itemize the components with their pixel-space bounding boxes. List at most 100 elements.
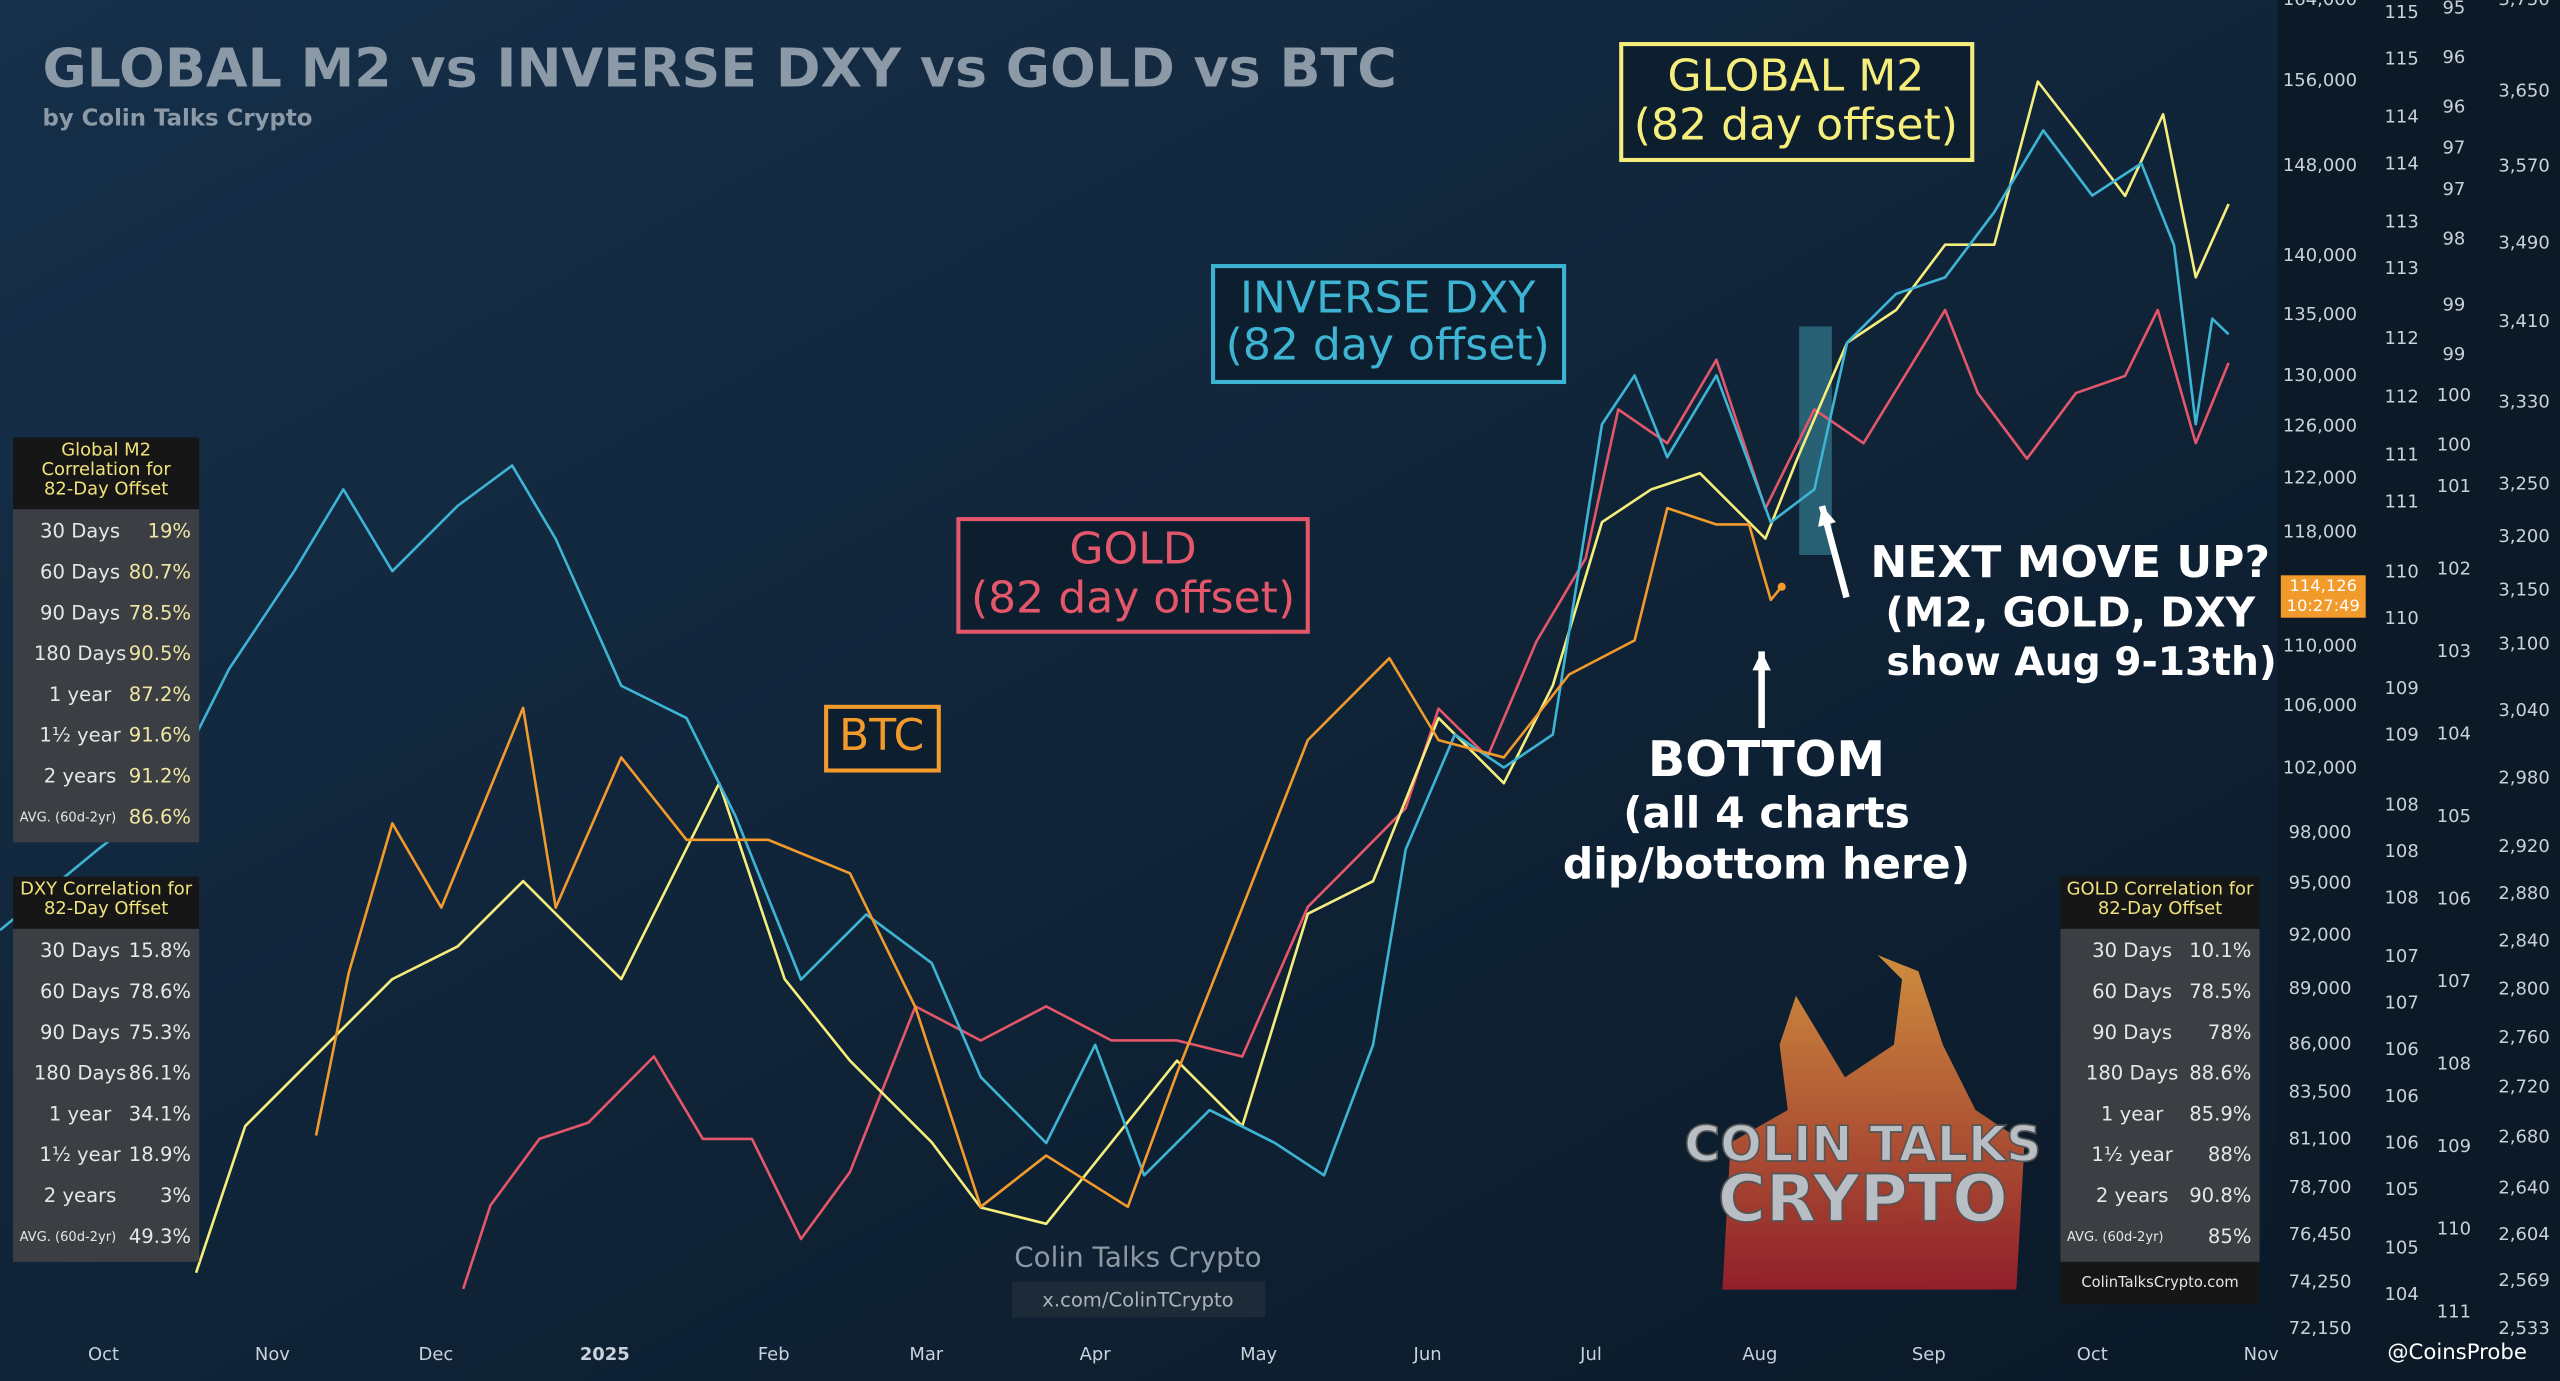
table-row-label: 60 Days <box>40 980 120 1003</box>
table-row-label: AVG. (60d-2yr) <box>2067 1230 2164 1245</box>
y-tick-label: 92,000 <box>2289 924 2352 945</box>
y-tick-label: 2,760 <box>2498 1027 2549 1048</box>
series-note: (82 day offset) <box>971 573 1295 624</box>
table-footer-bg <box>2060 1261 2260 1305</box>
y-tick-label: 122,000 <box>2283 468 2357 489</box>
table-title: 82-Day Offset <box>2098 898 2222 919</box>
y-tick-label: 106 <box>2385 1132 2419 1153</box>
logo-text: CRYPTO <box>1718 1161 2008 1237</box>
y-tick-label: 107 <box>2385 993 2419 1014</box>
x-tick-label: Oct <box>88 1344 119 1365</box>
x-tick-label: Jul <box>1579 1344 1602 1365</box>
x-tick-label: Dec <box>419 1344 454 1365</box>
y-tick-label: 113 <box>2385 212 2419 233</box>
source-credit: @CoinsProbe <box>2387 1340 2527 1365</box>
y-tick-label: 108 <box>2385 888 2419 909</box>
x-tick-label: Mar <box>909 1344 943 1365</box>
table-row-value: 78% <box>2208 1021 2252 1044</box>
y-tick-label: 110 <box>2385 561 2419 582</box>
table-row-label: 1 year <box>2101 1102 2164 1125</box>
y-tick-label: 105 <box>2385 1237 2419 1258</box>
y-tick-label: 2,640 <box>2498 1178 2549 1199</box>
table-row-value: 78.5% <box>129 601 191 624</box>
y-tick-label: 74,250 <box>2289 1271 2352 1292</box>
watermark: Colin Talks Crypto <box>1014 1241 1261 1274</box>
table-body <box>13 509 200 843</box>
y-tick-label: 81,100 <box>2289 1129 2352 1150</box>
y-tick-label: 95,000 <box>2289 873 2352 894</box>
y-tick-label: 83,500 <box>2289 1081 2352 1102</box>
table-row-label: 90 Days <box>40 601 120 624</box>
y-tick-label: 89,000 <box>2289 978 2352 999</box>
y-tick-label: 3,330 <box>2498 391 2549 412</box>
y-tick-label: 106 <box>2385 1039 2419 1060</box>
y-tick-label: 108 <box>2437 1054 2471 1075</box>
table-row-value: 85% <box>2208 1225 2252 1248</box>
annotation: dip/bottom here) <box>1563 840 1970 889</box>
x-tick-label: 2025 <box>580 1344 630 1365</box>
table-row-label: AVG. (60d-2yr) <box>20 1230 117 1245</box>
y-tick-label: 105 <box>2385 1179 2419 1200</box>
table-row-value: 91.2% <box>129 765 191 788</box>
y-tick-label: 156,000 <box>2283 70 2357 91</box>
x-tick-label: Feb <box>758 1344 790 1365</box>
y-tick-label: 3,250 <box>2498 474 2549 495</box>
y-tick-label: 105 <box>2437 806 2471 827</box>
y-tick-label: 114 <box>2385 107 2419 128</box>
table-row-value: 3% <box>160 1184 191 1207</box>
logo <box>1722 954 2025 1290</box>
y-tick-label: 109 <box>2385 678 2419 699</box>
axis-panel <box>2277 0 2560 1381</box>
y-tick-label: 110 <box>2437 1219 2471 1240</box>
y-tick-label: 164,000 <box>2283 0 2357 10</box>
table-row-value: 91.6% <box>129 724 191 747</box>
table-row-value: 15.8% <box>129 939 191 962</box>
overlay: Oct Nov Dec 2025 Feb Mar Apr May Jun Jul Aug Sep Oct… <box>13 0 2550 1365</box>
y-tick-label: 118,000 <box>2283 522 2357 543</box>
table-row-label: AVG. (60d-2yr) <box>20 810 117 825</box>
arrow-head <box>1818 506 1836 527</box>
y-tick-label: 110,000 <box>2283 635 2357 656</box>
y-tick-label: 98,000 <box>2289 822 2352 843</box>
y-tick-label: 2,800 <box>2498 978 2549 999</box>
table-row-label: 1½ year <box>39 1143 121 1166</box>
y-tick-label: 106,000 <box>2283 695 2357 716</box>
y-tick-label: 3,650 <box>2498 81 2549 102</box>
watermark-handle: x.com/ColinTCrypto <box>1042 1289 1233 1312</box>
series-line <box>194 80 2230 1274</box>
y-tick-label: 3,100 <box>2498 634 2549 655</box>
y-tick-label: 3,200 <box>2498 526 2549 547</box>
y-tick-label: 104 <box>2385 1284 2419 1305</box>
table-title: Global M2 <box>61 440 151 461</box>
table-row-value: 87.2% <box>129 683 191 706</box>
y-tick-label: 113 <box>2385 258 2419 279</box>
annotation: (M2, GOLD, DXY <box>1885 588 2255 636</box>
y-tick-label: 78,700 <box>2289 1177 2352 1198</box>
y-tick-label: 111 <box>2385 491 2419 512</box>
watermark-box <box>1012 1281 1266 1318</box>
table-title: GOLD Correlation for <box>2067 879 2254 900</box>
y-tick-label: 115 <box>2385 48 2419 69</box>
y-tick-label: 98 <box>2442 228 2465 249</box>
y-tick-label: 115 <box>2385 2 2419 23</box>
y-tick-label: 112 <box>2385 386 2419 407</box>
y-tick-label: 135,000 <box>2283 304 2357 325</box>
chart-subtitle: by Colin Talks Crypto <box>42 106 312 132</box>
y-tick-label: 106 <box>2437 889 2471 910</box>
y-tick-label: 2,533 <box>2498 1318 2549 1339</box>
y-tick-label: 2,604 <box>2498 1224 2549 1245</box>
table-row-value: 78.6% <box>129 980 191 1003</box>
y-tick-label: 107 <box>2385 946 2419 967</box>
table-row-value: 85.9% <box>2189 1102 2251 1125</box>
table-row-label: 1 year <box>49 1102 112 1125</box>
y-tick-label: 110 <box>2385 608 2419 629</box>
y-tick-label: 104 <box>2437 724 2471 745</box>
table-header <box>2060 876 2260 929</box>
y-tick-label: 102,000 <box>2283 757 2357 778</box>
series-label: INVERSE DXY <box>1240 272 1536 323</box>
y-tick-label: 107 <box>2437 971 2471 992</box>
chart-title: GLOBAL M2 vs INVERSE DXY vs GOLD vs BTC <box>42 36 1396 99</box>
price-tag-value: 114,126 <box>2290 576 2357 595</box>
